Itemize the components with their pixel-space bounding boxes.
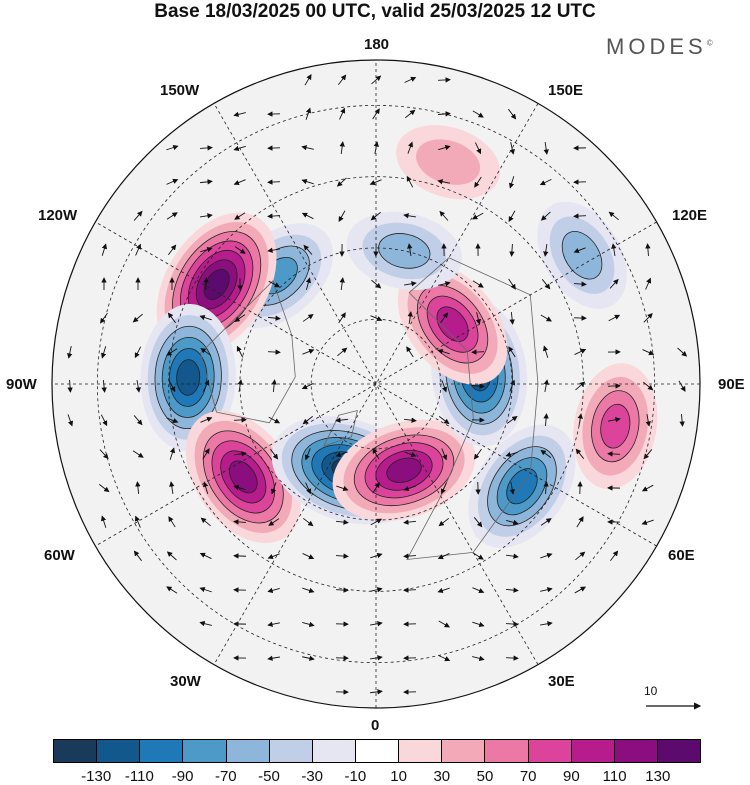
colorbar-swatch — [140, 740, 183, 762]
colorbar-swatch — [183, 740, 226, 762]
colorbar-tick-label: -90 — [172, 768, 194, 785]
colorbar-tick-label: 110 — [603, 768, 627, 785]
colorbar-swatch — [356, 740, 399, 762]
lon-label-90w: 90W — [6, 376, 37, 393]
colorbar-tick-label: 10 — [390, 768, 407, 785]
colorbar-swatch — [313, 740, 356, 762]
colorbar-tick-label: -50 — [258, 768, 280, 785]
colorbar — [53, 739, 701, 763]
colorbar-swatch — [615, 740, 658, 762]
colorbar-swatch — [572, 740, 615, 762]
colorbar-tick-label: -70 — [215, 768, 237, 785]
colorbar-swatch — [227, 740, 270, 762]
wind-arrow — [336, 590, 348, 591]
colorbar-swatch — [485, 740, 528, 762]
colorbar-tick-label: 70 — [520, 768, 537, 785]
colorbar-swatch — [97, 740, 140, 762]
lon-label-0: 0 — [371, 717, 379, 734]
colorbar-tick-label: -30 — [301, 768, 323, 785]
colorbar-swatch — [399, 740, 442, 762]
lon-label-120e: 120E — [672, 207, 707, 224]
colorbar-tick-label: 130 — [645, 768, 670, 785]
wind-arrow — [472, 352, 484, 353]
colorbar-tick-label: 90 — [563, 768, 580, 785]
wind-arrow — [268, 182, 280, 183]
reference-vector-label: 10 — [644, 684, 657, 698]
lon-label-150w: 150W — [160, 82, 199, 99]
colorbar-tick-label: 30 — [433, 768, 450, 785]
colorbar-tick-label: -110 — [125, 768, 154, 785]
wind-arrow — [438, 80, 450, 81]
lon-label-180: 180 — [364, 36, 389, 53]
lon-label-60e: 60E — [668, 547, 695, 564]
colorbar-swatch — [270, 740, 313, 762]
colorbar-swatch — [442, 740, 485, 762]
wind-arrow — [608, 454, 620, 455]
lon-label-120w: 120W — [38, 207, 77, 224]
colorbar-tick-label: -10 — [345, 768, 367, 785]
wind-arrow — [574, 216, 586, 217]
lon-label-90e: 90E — [718, 376, 745, 393]
lon-label-30w: 30W — [170, 673, 201, 690]
lon-label-30e: 30E — [548, 673, 575, 690]
lon-label-150e: 150E — [548, 82, 583, 99]
colorbar-swatch — [529, 740, 572, 762]
lon-label-60w: 60W — [44, 547, 75, 564]
colorbar-swatch — [54, 740, 97, 762]
colorbar-tick-label: -130 — [81, 768, 111, 785]
colorbar-tick-label: 50 — [477, 768, 494, 785]
wind-arrow — [404, 590, 416, 591]
colorbar-swatch — [658, 740, 700, 762]
